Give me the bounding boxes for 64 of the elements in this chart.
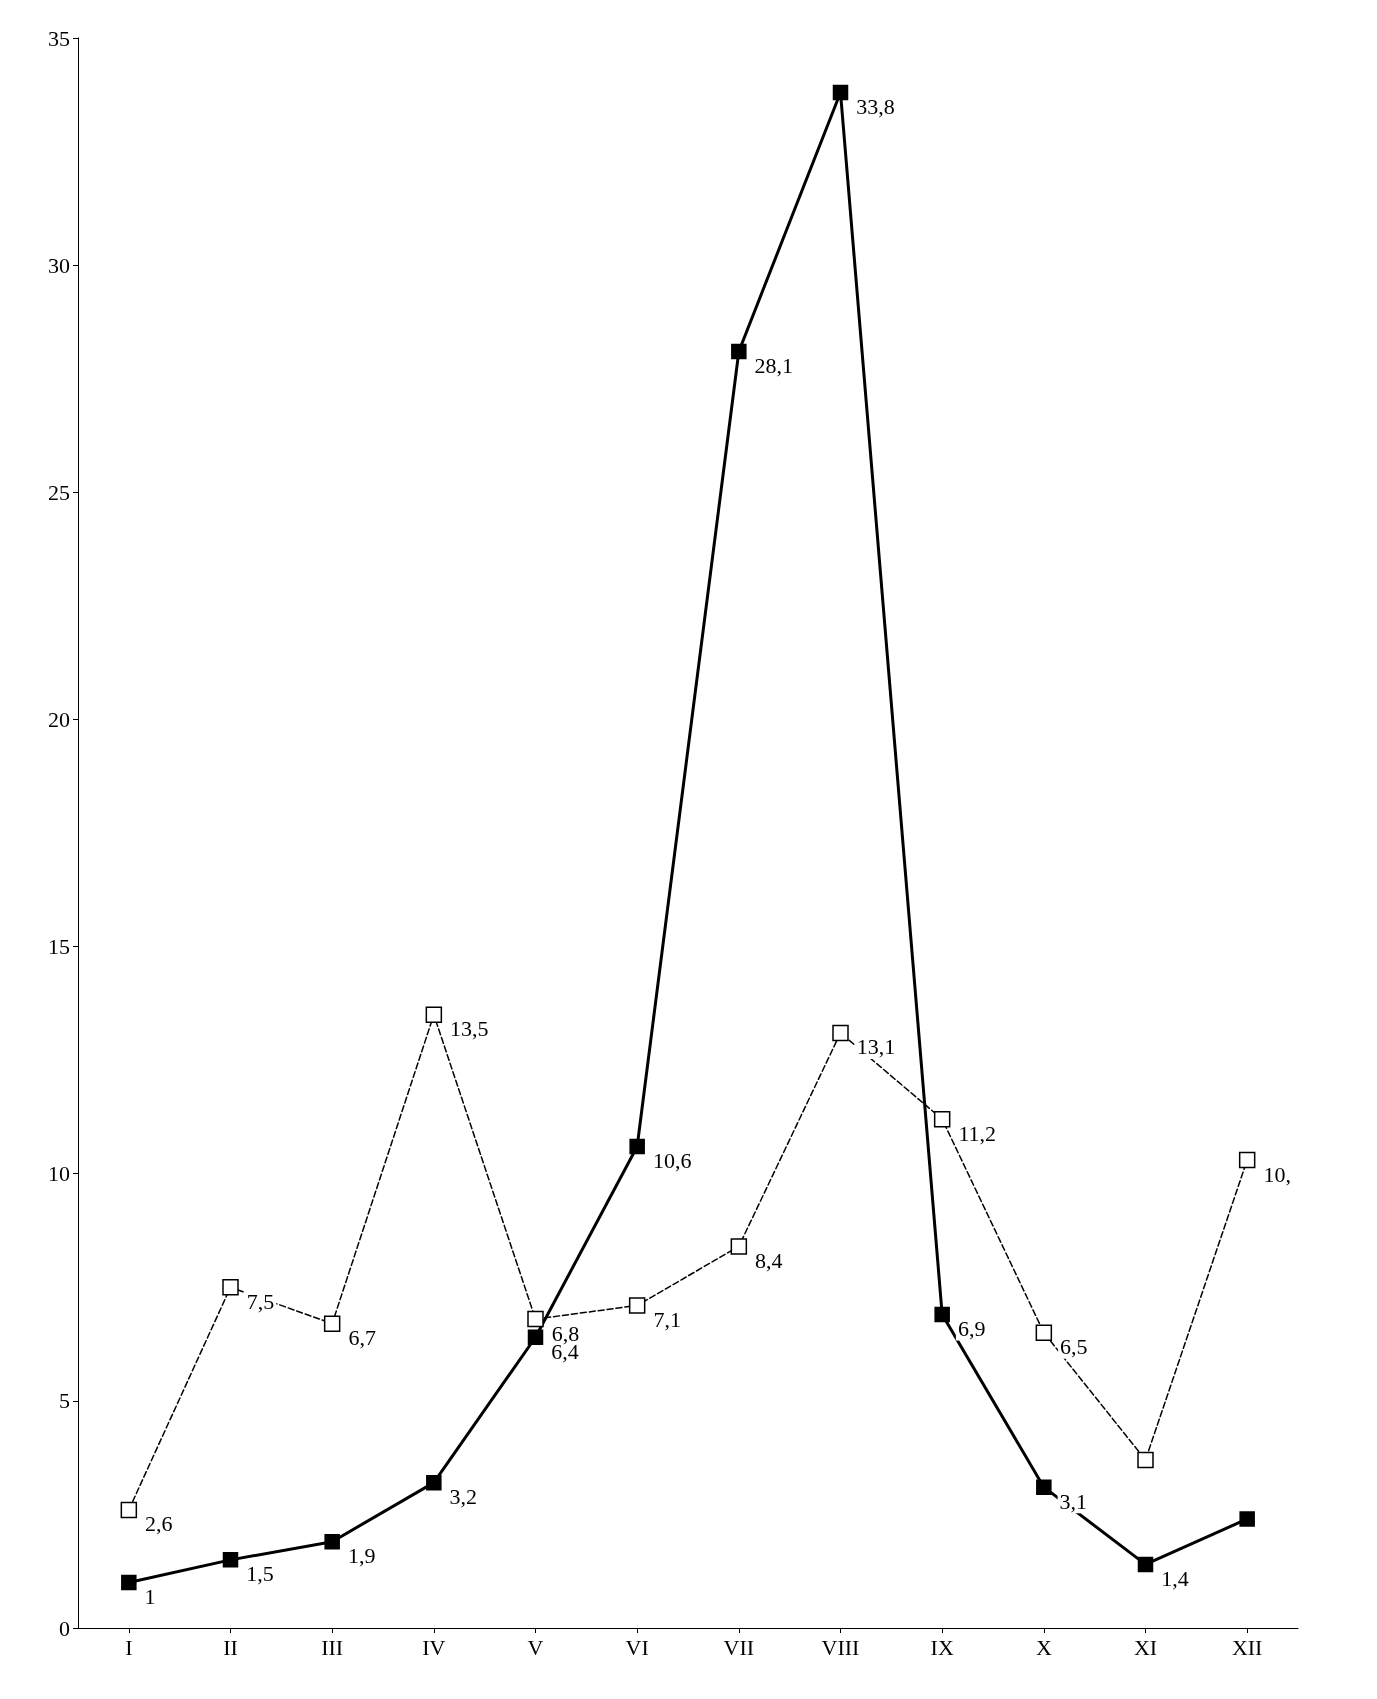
- y-tick-label: 20: [48, 706, 70, 732]
- data-label: 7,1: [653, 1306, 681, 1332]
- point: [121, 1574, 137, 1591]
- data-label: 1: [144, 1584, 156, 1610]
- point: [832, 1024, 849, 1042]
- data-label: 6,9: [957, 1316, 986, 1342]
- point: [527, 1310, 544, 1328]
- y-tick-label: 30: [48, 252, 70, 278]
- data-label: 33,8: [856, 94, 895, 120]
- point: [527, 1329, 544, 1346]
- x-tick-label: XII: [1231, 1634, 1263, 1660]
- x-tick-label: XI: [1133, 1634, 1158, 1660]
- x-tick-label: III: [321, 1634, 344, 1660]
- data-label: 1,9: [347, 1543, 376, 1569]
- point: [933, 1110, 951, 1128]
- point: [1238, 1151, 1256, 1169]
- point: [324, 1533, 340, 1550]
- point: [1137, 1556, 1154, 1573]
- point: [628, 1297, 646, 1314]
- y-tick-label: 35: [48, 25, 70, 51]
- x-tick-label: II: [223, 1634, 238, 1660]
- point: [222, 1279, 239, 1296]
- y-tick-label: 5: [59, 1388, 70, 1414]
- data-label: 7,5: [246, 1288, 275, 1314]
- point: [1137, 1451, 1154, 1469]
- x-tick-label: VIII: [821, 1634, 860, 1660]
- data-label: 2,6: [145, 1511, 173, 1537]
- point: [832, 84, 849, 101]
- point: [934, 1306, 950, 1323]
- x-tick-label: IX: [930, 1634, 954, 1660]
- x-tick-label: VII: [723, 1634, 755, 1660]
- data-label: 6,7: [348, 1325, 376, 1351]
- data-label: 10,: [1263, 1161, 1291, 1187]
- point: [120, 1501, 138, 1519]
- point: [730, 1238, 748, 1255]
- x-tick-label: I: [125, 1634, 133, 1660]
- data-label: 10,6: [652, 1147, 692, 1173]
- point: [425, 1006, 443, 1023]
- data-label: 13,1: [856, 1034, 896, 1060]
- point: [426, 1474, 442, 1491]
- y-tick-label: 0: [59, 1615, 70, 1641]
- x-tick-label: V: [527, 1634, 544, 1660]
- x-tick-label: VI: [625, 1634, 649, 1660]
- data-label: 1,4: [1161, 1565, 1189, 1591]
- point: [629, 1138, 645, 1155]
- data-label: 3,2: [449, 1484, 478, 1510]
- data-label: 13,5: [450, 1016, 489, 1042]
- point: [1036, 1479, 1052, 1495]
- data-label: 3,1: [1059, 1488, 1088, 1514]
- y-tick-label: 15: [48, 934, 70, 960]
- y-tick-label: 10: [48, 1161, 70, 1187]
- point: [1239, 1511, 1255, 1527]
- data-label: 8,4: [755, 1247, 783, 1273]
- x-tick-label: IV: [422, 1634, 446, 1660]
- y-tick-label: 25: [48, 479, 70, 505]
- point: [731, 343, 747, 360]
- data-label: 28,1: [754, 352, 794, 378]
- x-tick-label: X: [1035, 1634, 1052, 1660]
- point: [323, 1315, 341, 1332]
- data-label: 6,5: [1060, 1334, 1088, 1360]
- data-label: 1,5: [246, 1561, 274, 1587]
- point: [1035, 1324, 1053, 1341]
- data-label: 11,2: [958, 1120, 997, 1146]
- point: [222, 1552, 239, 1568]
